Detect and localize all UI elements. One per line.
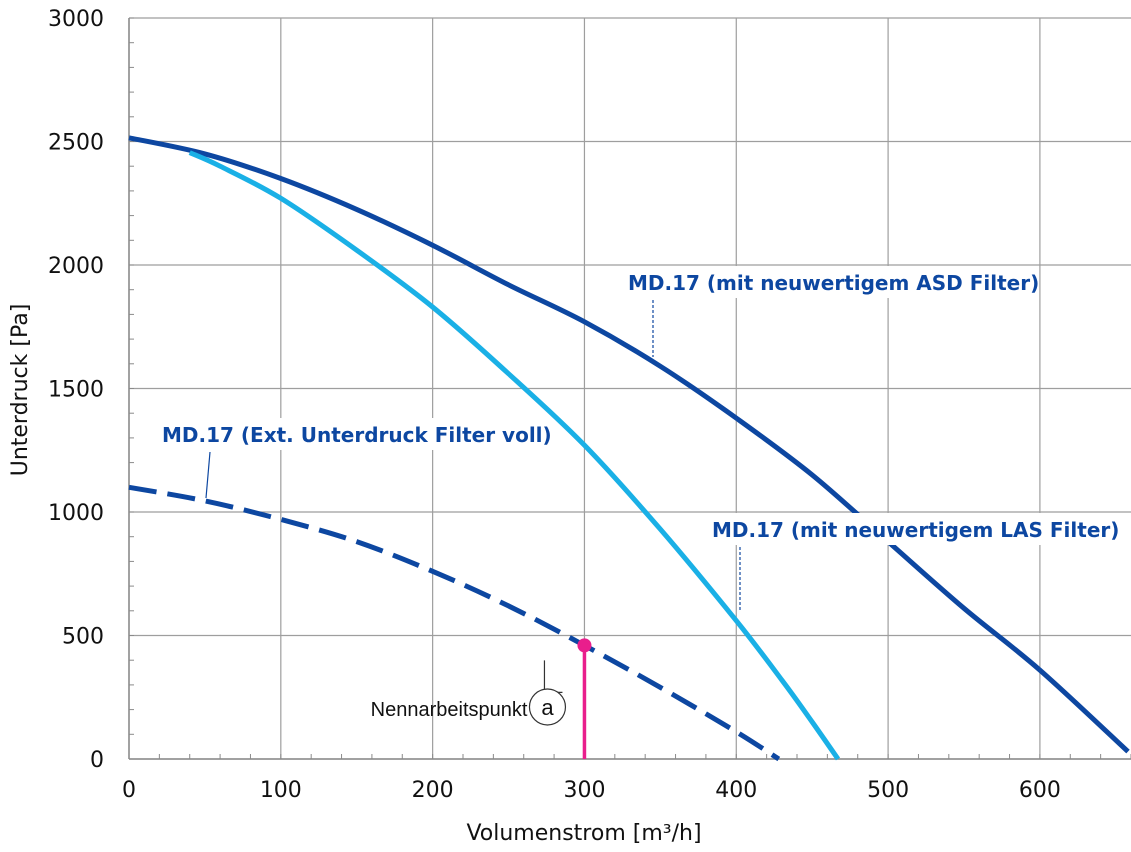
operating-point-leader	[543, 660, 563, 693]
operating-point-circle	[528, 688, 567, 726]
x-tick-label: 300	[563, 778, 605, 803]
operating-point-letter: a	[541, 695, 554, 720]
y-tick-label: 2000	[48, 254, 104, 279]
y-tick-label: 1500	[48, 378, 104, 403]
annotation-background	[618, 266, 1028, 298]
y-tick-label: 500	[62, 625, 104, 650]
x-tick-label: 0	[122, 778, 136, 803]
annotation-background	[155, 418, 535, 450]
y-tick-label: 2500	[48, 131, 104, 156]
x-axis-title: Volumenstrom [m³/h]	[466, 821, 701, 846]
y-tick-label: 3000	[48, 7, 104, 32]
x-tick-label: 600	[1019, 778, 1061, 803]
annotation-asd-filter-label: MD.17 (mit neuwertigem ASD Filter)	[628, 271, 1039, 295]
y-axis-title: Unterdruck [Pa]	[8, 304, 33, 477]
y-tick-label: 1000	[48, 501, 104, 526]
series-line-ext-filter-full	[128, 484, 781, 762]
operating-point-marker	[577, 638, 592, 653]
annotation-background	[704, 513, 1108, 545]
y-tick-label: 0	[90, 748, 104, 773]
annotation-ext-filter-full-label: MD.17 (Ext. Unterdruck Filter voll)	[162, 423, 552, 447]
x-tick-label: 500	[867, 778, 909, 803]
grid	[128, 17, 1131, 760]
operating-point-label: Nennarbeitspunkt	[371, 699, 528, 721]
series-lines	[128, 135, 1130, 762]
annotation-las-filter-label: MD.17 (mit neuwertigem LAS Filter)	[712, 518, 1119, 542]
x-tick-label: 400	[715, 778, 757, 803]
annotation-ext-filter-full-leader	[205, 451, 211, 499]
x-tick-label: 100	[260, 778, 302, 803]
series-line-asd-filter	[128, 135, 1130, 754]
x-tick-label: 200	[412, 778, 454, 803]
series-line-las-filter	[188, 150, 841, 761]
annotations: MD.17 (mit neuwertigem ASD Filter) MD.17 …	[155, 266, 1119, 759]
tick-labels: 0 100 200 300 400 500 600 0 500 1000 1500 2000 2500 3…	[48, 7, 1061, 803]
